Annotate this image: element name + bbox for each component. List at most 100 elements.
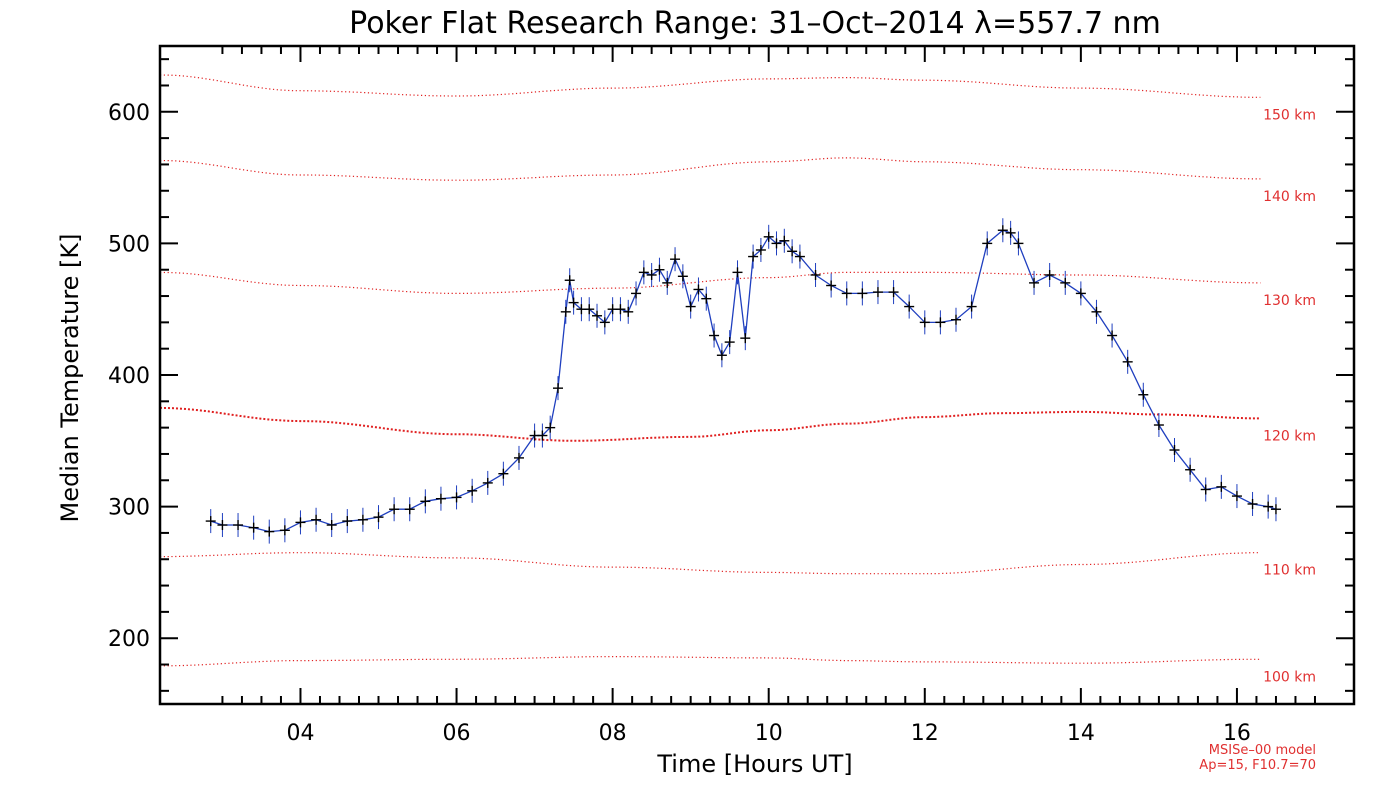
model-curves-layer: 150 km 140 km 130 km 120 km 110 km 100 km	[159, 74, 1316, 685]
data-point	[389, 504, 400, 515]
data-point	[1216, 481, 1227, 492]
model-curve-label: 110 km	[1263, 563, 1316, 579]
data-point	[997, 225, 1008, 236]
model-curve-label: 100 km	[1263, 669, 1316, 685]
y-axis-label: Median Temperature [K]	[56, 233, 84, 522]
data-point	[1091, 306, 1102, 317]
data-point	[264, 526, 275, 537]
data-point	[1138, 389, 1149, 400]
data-point	[810, 269, 821, 280]
data-point	[779, 235, 790, 246]
model-note-line-1: MSISe–00 model	[1209, 743, 1316, 758]
x-tick-label: 10	[755, 721, 783, 746]
data-point	[599, 317, 610, 328]
data-point	[295, 517, 306, 528]
x-tick-label: 16	[1223, 721, 1251, 746]
data-point	[638, 267, 649, 278]
data-point	[1200, 484, 1211, 495]
plot-frame	[158, 44, 1356, 706]
data-point	[872, 287, 883, 298]
data-point	[888, 287, 899, 298]
data-point	[857, 288, 868, 299]
data-point	[1107, 330, 1118, 341]
x-tick-label: 06	[443, 721, 471, 746]
model-curve	[159, 406, 1261, 442]
data-point	[560, 306, 571, 317]
data-point	[701, 293, 712, 304]
y-tick-label: 200	[108, 627, 150, 652]
data-point	[615, 304, 626, 315]
data-point	[498, 468, 509, 479]
data-point	[646, 269, 657, 280]
data-point	[568, 297, 579, 308]
x-tick-label: 08	[599, 721, 627, 746]
data-point	[1231, 491, 1242, 502]
data-point	[1247, 498, 1258, 509]
data-point	[205, 516, 216, 527]
data-point	[826, 280, 837, 291]
data-point	[654, 264, 665, 275]
y-tick-label: 400	[108, 364, 150, 389]
data-point	[482, 477, 493, 488]
data-point	[763, 231, 774, 242]
data-point	[623, 306, 634, 317]
y-tick-label: 600	[108, 101, 150, 126]
data-point	[794, 251, 805, 262]
model-curve	[159, 271, 1261, 294]
data-point	[326, 520, 337, 531]
model-curve-label: 140 km	[1263, 189, 1316, 205]
model-curve	[160, 552, 1261, 575]
data-point	[935, 317, 946, 328]
x-axis-label: Time [Hours UT]	[656, 750, 852, 778]
data-point	[279, 525, 290, 536]
data-point	[537, 430, 548, 441]
data-point	[685, 301, 696, 312]
model-curve-label: 120 km	[1263, 428, 1316, 444]
data-point	[1075, 288, 1086, 299]
data-point	[1153, 420, 1164, 431]
data-point	[951, 314, 961, 325]
data-point	[451, 492, 462, 503]
data-point	[709, 330, 720, 341]
data-point	[982, 238, 993, 249]
data-point	[513, 452, 524, 463]
data-point	[841, 288, 852, 299]
data-point	[755, 244, 766, 255]
data-point	[1060, 277, 1071, 288]
data-point	[311, 514, 322, 525]
data-point	[1122, 356, 1133, 367]
data-series-layer	[205, 218, 1281, 544]
data-point	[732, 267, 743, 278]
data-point	[467, 485, 478, 496]
y-tick-labels: 200 300 400 500 600	[108, 101, 150, 652]
data-point	[1029, 277, 1040, 288]
x-tick-label: 14	[1067, 721, 1095, 746]
data-point	[740, 333, 751, 344]
model-note-line-2: Ap=15, F10.7=70	[1199, 758, 1316, 773]
data-point	[404, 504, 415, 515]
data-point	[592, 310, 603, 321]
data-point	[677, 271, 688, 282]
data-point	[342, 516, 353, 527]
x-tick-label: 12	[911, 721, 939, 746]
model-curve	[159, 74, 1261, 98]
data-point	[670, 254, 681, 265]
data-point	[748, 251, 759, 262]
model-curve-label: 150 km	[1263, 107, 1316, 123]
data-point	[1263, 501, 1274, 512]
data-point	[1013, 238, 1024, 249]
data-point	[631, 288, 642, 299]
data-point	[545, 422, 556, 433]
model-curve-label: 130 km	[1263, 293, 1316, 309]
data-point	[217, 520, 228, 531]
model-curve	[160, 656, 1261, 667]
data-point	[435, 493, 446, 504]
data-point	[904, 301, 915, 312]
data-point	[693, 284, 704, 295]
data-point	[564, 275, 575, 286]
data-point	[716, 350, 727, 361]
y-tick-label: 300	[108, 496, 150, 521]
model-curve	[159, 157, 1261, 181]
data-point	[248, 522, 259, 533]
